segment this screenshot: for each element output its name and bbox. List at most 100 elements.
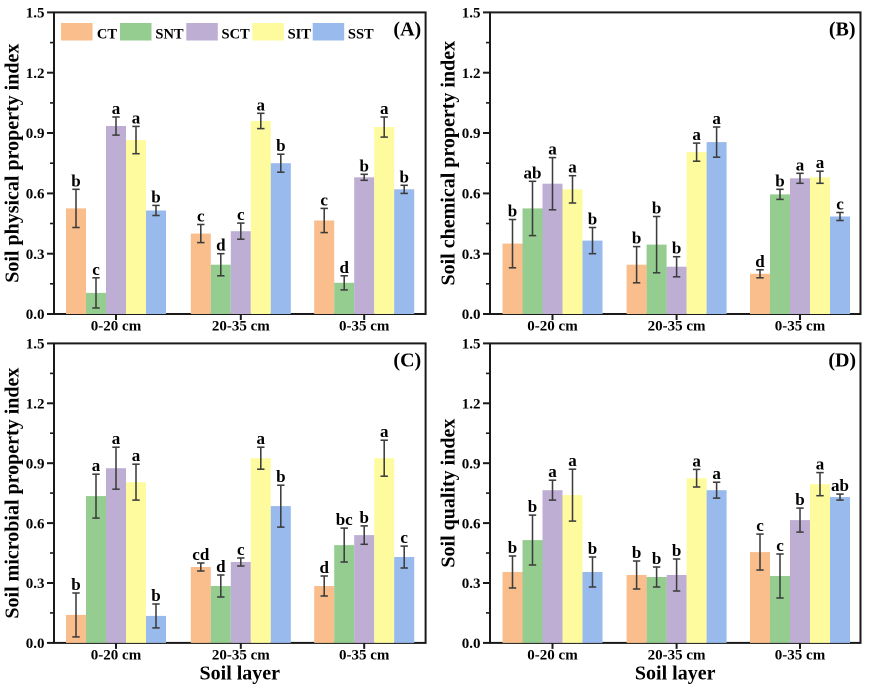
svg-text:a: a	[816, 153, 825, 172]
svg-text:0.3: 0.3	[26, 576, 45, 592]
svg-text:cd: cd	[192, 545, 210, 564]
svg-text:0-20 cm: 0-20 cm	[91, 648, 142, 664]
svg-text:0-35 cm: 0-35 cm	[339, 319, 390, 335]
svg-text:Soil layer: Soil layer	[635, 663, 716, 685]
svg-text:a: a	[112, 429, 121, 448]
svg-text:0.0: 0.0	[26, 636, 45, 652]
svg-text:0.6: 0.6	[26, 516, 45, 532]
svg-text:SIT: SIT	[288, 26, 312, 42]
svg-text:b: b	[151, 586, 160, 605]
svg-text:1.5: 1.5	[462, 6, 481, 22]
svg-text:0.3: 0.3	[26, 247, 45, 263]
svg-text:20-35 cm: 20-35 cm	[648, 319, 706, 335]
svg-text:SST: SST	[348, 26, 374, 42]
svg-text:ab: ab	[524, 163, 542, 182]
svg-text:a: a	[112, 99, 121, 118]
svg-text:a: a	[548, 462, 557, 481]
svg-text:(C): (C)	[393, 349, 421, 371]
svg-text:b: b	[588, 210, 597, 229]
svg-text:0.3: 0.3	[462, 576, 481, 592]
svg-text:a: a	[568, 451, 577, 470]
svg-text:0.0: 0.0	[462, 636, 481, 652]
svg-text:20-35 cm: 20-35 cm	[212, 319, 270, 335]
svg-text:(B): (B)	[829, 18, 856, 40]
svg-text:SCT: SCT	[222, 26, 251, 42]
svg-text:a: a	[257, 95, 266, 114]
svg-text:b: b	[151, 187, 160, 206]
svg-text:b: b	[775, 171, 784, 190]
svg-text:1.2: 1.2	[26, 397, 45, 413]
svg-text:0-20 cm: 0-20 cm	[527, 648, 578, 664]
svg-text:a: a	[257, 429, 266, 448]
svg-text:d: d	[755, 252, 765, 271]
svg-text:0.9: 0.9	[462, 456, 481, 472]
svg-text:c: c	[400, 528, 408, 547]
svg-text:1.5: 1.5	[26, 6, 45, 22]
svg-text:a: a	[380, 422, 389, 441]
svg-text:0.9: 0.9	[26, 126, 45, 142]
svg-text:c: c	[756, 516, 764, 535]
svg-text:b: b	[71, 575, 80, 594]
svg-text:(D): (D)	[828, 349, 856, 371]
svg-text:a: a	[132, 108, 141, 127]
svg-text:20-35 cm: 20-35 cm	[212, 648, 270, 664]
svg-text:Soil layer: Soil layer	[200, 663, 281, 685]
svg-text:0.9: 0.9	[462, 126, 481, 142]
svg-text:d: d	[319, 558, 329, 577]
svg-text:c: c	[776, 536, 784, 555]
svg-text:a: a	[692, 125, 701, 144]
svg-text:ab: ab	[831, 476, 849, 495]
svg-text:b: b	[508, 202, 517, 221]
svg-text:b: b	[399, 167, 408, 186]
svg-text:b: b	[652, 199, 661, 218]
svg-text:0.6: 0.6	[26, 187, 45, 203]
svg-text:b: b	[276, 467, 285, 486]
svg-text:c: c	[197, 207, 205, 226]
svg-text:d: d	[339, 258, 349, 277]
svg-text:b: b	[632, 229, 641, 248]
svg-text:1.5: 1.5	[462, 337, 481, 353]
svg-text:a: a	[92, 456, 101, 475]
svg-text:b: b	[528, 497, 537, 516]
svg-text:Soil quality index: Soil quality index	[437, 419, 459, 568]
svg-text:1.2: 1.2	[462, 397, 481, 413]
svg-text:a: a	[132, 446, 141, 465]
svg-text:c: c	[237, 205, 245, 224]
svg-text:b: b	[71, 171, 80, 190]
svg-text:c: c	[92, 260, 100, 279]
svg-text:a: a	[380, 99, 389, 118]
svg-text:1.2: 1.2	[462, 66, 481, 82]
svg-text:0-35 cm: 0-35 cm	[339, 648, 390, 664]
svg-text:CT: CT	[97, 26, 117, 42]
svg-text:Soil chemical property index: Soil chemical property index	[437, 41, 459, 286]
svg-text:c: c	[320, 190, 328, 209]
svg-text:Soil microbial property index: Soil microbial property index	[2, 368, 24, 619]
svg-text:b: b	[508, 538, 517, 557]
svg-text:20-35 cm: 20-35 cm	[648, 648, 706, 664]
svg-text:a: a	[568, 158, 577, 177]
svg-text:0-20 cm: 0-20 cm	[527, 319, 578, 335]
svg-text:b: b	[632, 543, 641, 562]
svg-text:0.0: 0.0	[462, 307, 481, 323]
svg-text:0-35 cm: 0-35 cm	[775, 648, 826, 664]
svg-text:a: a	[796, 155, 805, 174]
svg-text:(A): (A)	[393, 18, 421, 40]
svg-text:c: c	[237, 540, 245, 559]
svg-text:0.9: 0.9	[26, 456, 45, 472]
svg-text:b: b	[652, 549, 661, 568]
svg-text:a: a	[816, 455, 825, 474]
svg-text:0.6: 0.6	[462, 516, 481, 532]
svg-text:b: b	[672, 541, 681, 560]
svg-text:a: a	[548, 140, 557, 159]
svg-text:a: a	[692, 451, 701, 470]
svg-text:1.5: 1.5	[26, 337, 45, 353]
svg-text:Soil physical property index: Soil physical property index	[2, 44, 24, 283]
svg-text:0.0: 0.0	[26, 307, 45, 323]
svg-text:b: b	[359, 156, 368, 175]
svg-text:c: c	[836, 195, 844, 214]
svg-text:a: a	[712, 109, 721, 128]
svg-text:a: a	[712, 464, 721, 483]
svg-text:d: d	[216, 557, 226, 576]
svg-text:d: d	[216, 236, 226, 255]
svg-text:0-35 cm: 0-35 cm	[775, 319, 826, 335]
